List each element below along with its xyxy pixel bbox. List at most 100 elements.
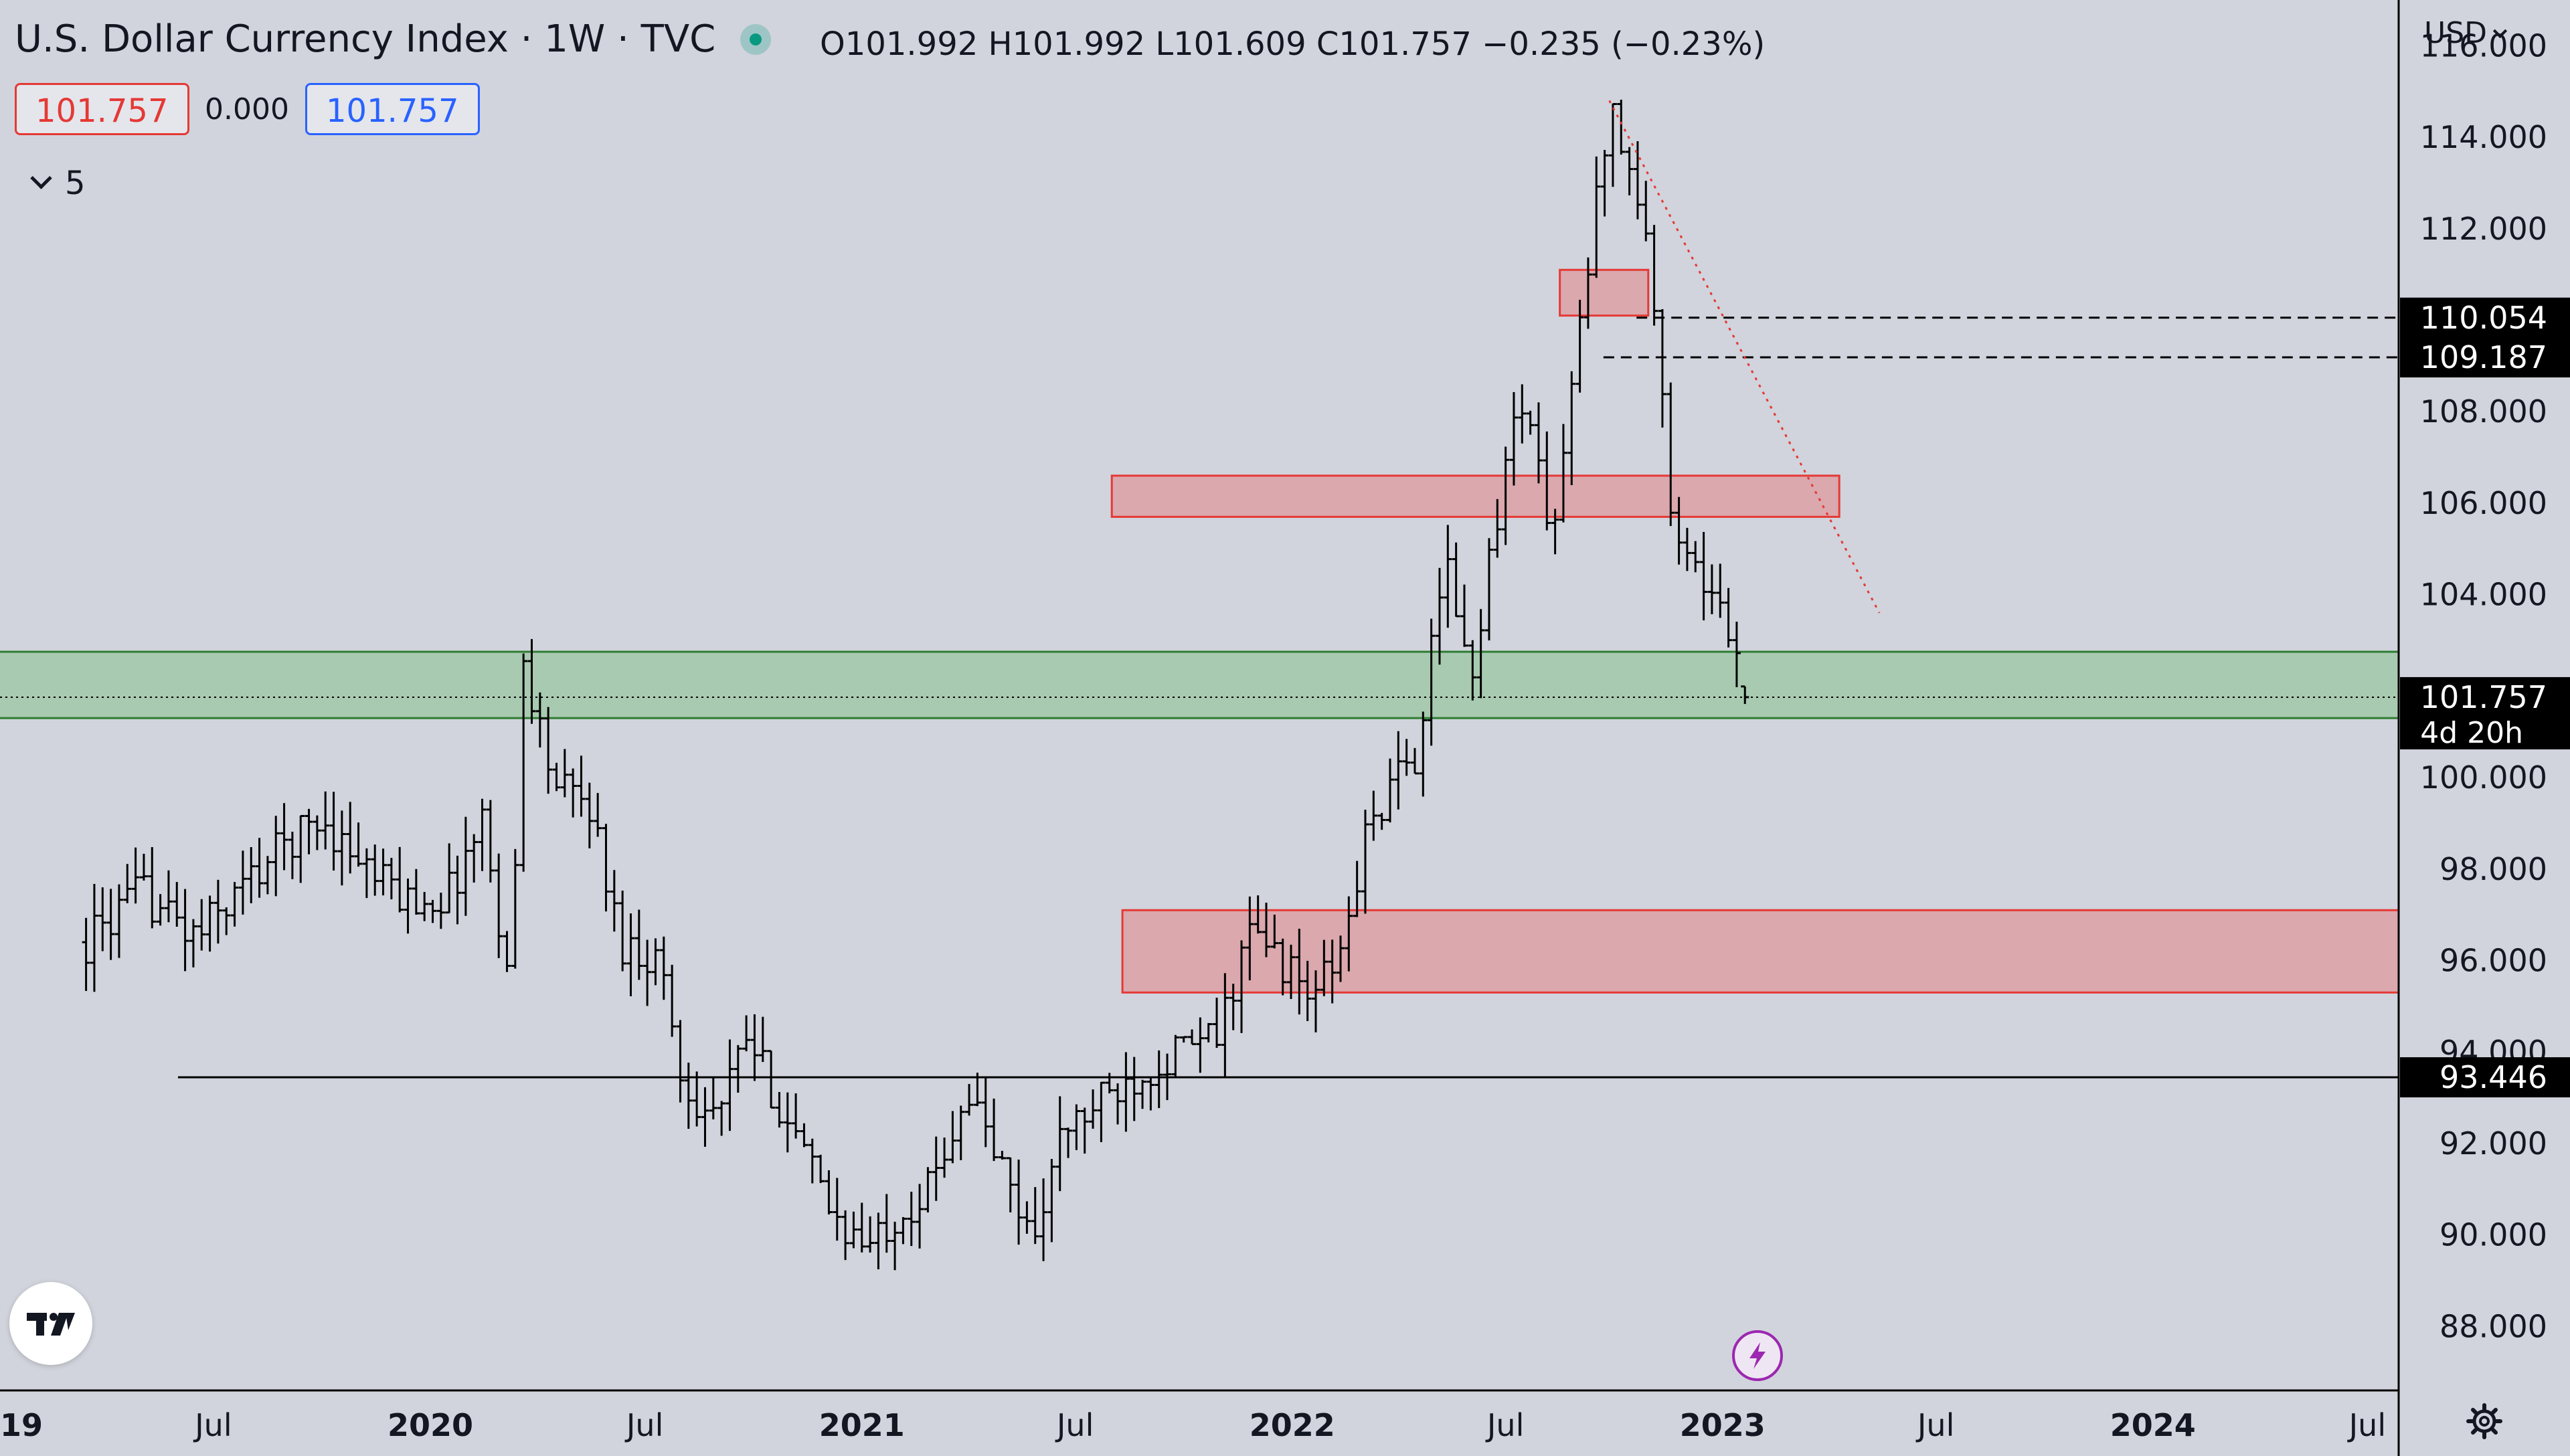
ohlc-bar [1625, 147, 1634, 195]
ohlc-bar [1476, 609, 1485, 699]
ohlc-bar [1328, 939, 1337, 1004]
ohlc-bar [90, 883, 98, 992]
bar-countdown-label: 4d 20h [2420, 716, 2523, 750]
price-axis-ticks: 116.000 114.000 112.000 108.000 106.000 104.0… [2420, 27, 2547, 1344]
ohlc-bar [965, 1084, 974, 1116]
chart-title[interactable]: U.S. Dollar Currency Index · 1W · TVC [15, 17, 716, 61]
levels-layer [0, 100, 2399, 1079]
ohlc-bar [1105, 1073, 1114, 1094]
price-label-110.054: 110.054 [2420, 300, 2547, 336]
ohlc-bar [767, 1050, 776, 1109]
ohlc-bar [956, 1105, 965, 1160]
ohlc-bar [998, 1150, 1007, 1160]
ohlc-bar [453, 855, 462, 925]
ohlc-bar [412, 869, 420, 915]
x-tick-label: Jul [1055, 1407, 1094, 1443]
buy-price-button[interactable]: 101.757 [305, 83, 480, 135]
live-status-icon [740, 24, 771, 55]
ohlc-bar [1509, 391, 1518, 486]
ohlc-bar [1287, 944, 1295, 1000]
ohlc-bar [618, 891, 627, 972]
ohlc-bar [1683, 527, 1691, 571]
y-tick-label: 108.000 [2420, 393, 2547, 430]
price-label-bg [2400, 337, 2570, 378]
ohlc-bar [817, 1154, 825, 1184]
lightning-icon[interactable] [1732, 1330, 1783, 1381]
ohlc-bar [329, 792, 338, 871]
ohlc-bar [1023, 1201, 1031, 1234]
ohlc-bar [1295, 928, 1304, 1015]
ohlc-bar [634, 909, 643, 980]
price-label-bg [2400, 676, 2570, 749]
ohlc-bar [272, 816, 280, 897]
ohlc-bar [891, 1221, 900, 1271]
ohlc-bar [486, 800, 495, 883]
ohlc-bar [1460, 584, 1468, 647]
ohlc-bar [1064, 1127, 1073, 1158]
x-tick-label: 2019 [0, 1407, 43, 1443]
x-tick-label: Jul [2347, 1407, 2387, 1443]
ohlc-bar [1196, 1017, 1205, 1073]
ohlc-bar [255, 838, 264, 898]
ohlc-bar [1402, 739, 1411, 776]
y-tick-label: 106.000 [2420, 485, 2547, 521]
ohlc-bar [1031, 1187, 1039, 1245]
x-tick-label: 2022 [1250, 1407, 1335, 1443]
ohlc-bar [825, 1170, 833, 1215]
ohlc-bar [750, 1014, 759, 1081]
ohlc-bar [1666, 382, 1675, 527]
ohlc-readout: O101.992 H101.992 L101.609 C101.757 −0.2… [820, 25, 1766, 63]
ohlc-bar [173, 882, 181, 927]
ohlc-bar [1246, 896, 1254, 981]
ohlc-bar [1015, 1159, 1023, 1245]
y-tick-label: 98.000 [2439, 851, 2547, 887]
ohlc-bar [1188, 1029, 1197, 1045]
ohlc-bar [792, 1093, 800, 1139]
ohlc-bar [337, 810, 346, 886]
ohlc-bar [346, 802, 355, 874]
price-label-bg [2400, 297, 2570, 338]
ohlc-bar [1658, 308, 1666, 428]
ohlc-bar [1600, 150, 1609, 217]
ohlc-bar [585, 782, 594, 848]
ohlc-bar [1484, 538, 1493, 641]
ohlc-bar [1006, 1157, 1015, 1212]
ohlc-bar [1716, 563, 1725, 618]
x-tick-label: 2020 [388, 1407, 473, 1443]
ohlc-bar [1055, 1096, 1064, 1192]
ohlc-bar [436, 893, 445, 929]
ohlc-bar [1146, 1077, 1155, 1111]
y-tick-label: 100.000 [2420, 759, 2547, 796]
ohlc-bar [1221, 973, 1229, 1077]
ohlc-bar [197, 899, 206, 951]
ohlc-bar [387, 858, 396, 900]
indicators-toggle[interactable]: 5 [29, 165, 86, 202]
ohlc-bar [1559, 424, 1567, 523]
ohlc-bar [1707, 564, 1716, 615]
tradingview-logo-icon[interactable] [9, 1282, 92, 1365]
ohlc-bar [139, 853, 148, 881]
ohlc-bar [1114, 1083, 1122, 1125]
price-label-101.757: 101.757 [2420, 679, 2547, 715]
x-tick-label: Jul [193, 1407, 232, 1443]
ohlc-bar [717, 1101, 726, 1136]
ohlc-bar [1377, 812, 1386, 830]
ohlc-bar [1353, 860, 1361, 917]
spread-value: 0.000 [205, 92, 289, 126]
settings-gear-icon[interactable] [2466, 1402, 2503, 1440]
ohlc-bar [734, 1044, 742, 1093]
ohlc-bar [932, 1136, 940, 1201]
ohlc-bar [1204, 1022, 1213, 1042]
ohlc-bar [461, 816, 470, 916]
sell-price-button[interactable]: 101.757 [15, 83, 189, 135]
ohlc-bar [1303, 960, 1312, 1021]
ohlc-bar [1311, 970, 1320, 1032]
y-tick-label: 96.000 [2439, 942, 2547, 978]
ohlc-bar [1526, 410, 1535, 435]
ohlc-bar [1080, 1107, 1089, 1154]
currency-selector[interactable]: USD [2424, 16, 2508, 50]
ohlc-bar [189, 919, 197, 968]
ohlc-bar [1089, 1089, 1098, 1129]
ohlc-bar [263, 856, 272, 895]
